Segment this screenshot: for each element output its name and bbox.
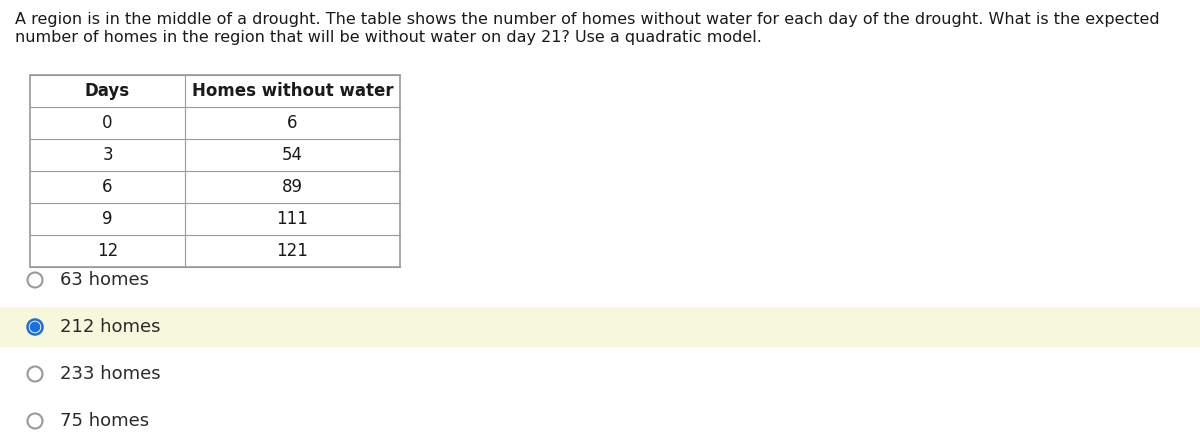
Text: 63 homes: 63 homes [60,271,149,289]
Text: 75 homes: 75 homes [60,412,149,430]
Text: 12: 12 [97,242,118,260]
Text: 9: 9 [102,210,113,228]
Text: 111: 111 [276,210,308,228]
Text: 121: 121 [276,242,308,260]
Bar [0,307,1200,347]
Text: 89: 89 [282,178,302,196]
Bar [30,75,400,267]
Circle shape [30,323,40,332]
Text: Days: Days [85,82,130,100]
Text: number of homes in the region that will be without water on day 21? Use a quadra: number of homes in the region that will … [14,30,762,45]
Text: 54: 54 [282,146,302,164]
Text: 6: 6 [102,178,113,196]
Text: A region is in the middle of a drought. The table shows the number of homes with: A region is in the middle of a drought. … [14,12,1159,27]
Circle shape [28,319,42,334]
Text: Homes without water: Homes without water [192,82,394,100]
Text: 0: 0 [102,114,113,132]
Text: 212 homes: 212 homes [60,318,161,336]
Text: 6: 6 [287,114,298,132]
Text: 3: 3 [102,146,113,164]
Text: 233 homes: 233 homes [60,365,161,383]
